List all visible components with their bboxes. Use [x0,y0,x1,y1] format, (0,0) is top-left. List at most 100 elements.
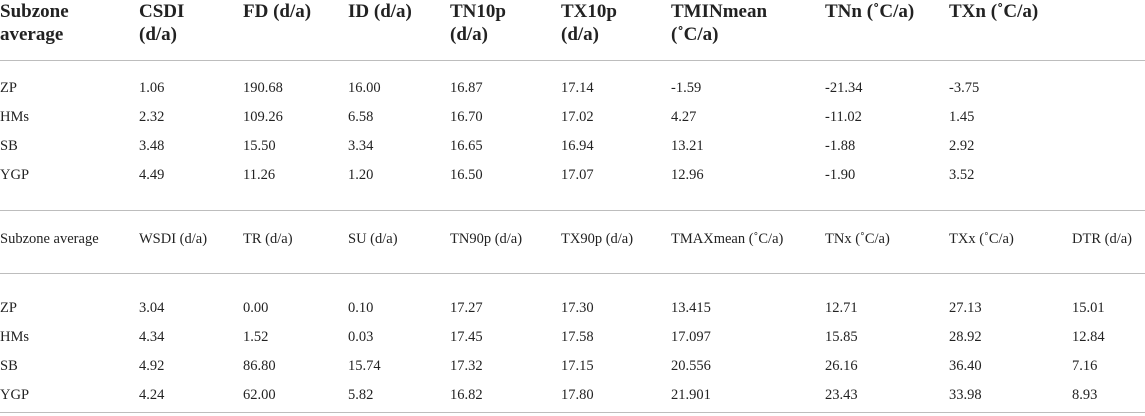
cell-txx: 27.13 [949,300,982,316]
cell-csdi: 3.48 [139,138,165,154]
header-line: average [0,24,64,45]
cell-subzone: HMs [0,329,30,345]
table2-header-rule [0,273,1145,274]
cell-csdi: 4.49 [139,167,165,183]
table-row: SB 4.92 86.80 15.74 17.32 17.15 20.556 2… [0,356,1145,376]
header-line: TXn (˚C/a) [949,1,1039,22]
cell-tn10p: 16.87 [450,80,483,96]
cell-fd: 15.50 [243,138,276,154]
cell-txx: 33.98 [949,387,982,403]
header-line: (d/a) [450,24,488,45]
cell-tn90p: 17.32 [450,358,483,374]
table1-header-txn: TXn (˚C/a) [949,0,1038,23]
cell-wsdi: 4.24 [139,387,165,403]
table2-header-subzone: Subzone average [0,231,99,247]
cell-txx: 28.92 [949,329,982,345]
cell-id: 6.58 [348,109,374,125]
cell-tminmean: 13.21 [671,138,704,154]
table-row: HMs 2.32 109.26 6.58 16.70 17.02 4.27 -1… [0,107,1145,127]
cell-dtr: 15.01 [1072,300,1105,316]
table-row: ZP 1.06 190.68 16.00 16.87 17.14 -1.59 -… [0,78,1145,98]
header-line: ID (d/a) [348,1,412,22]
cell-tr: 86.80 [243,358,276,374]
header-line: Subzone [0,1,69,22]
cell-tn10p: 16.70 [450,109,483,125]
cell-tminmean: 4.27 [671,109,697,125]
table-row: YGP 4.49 11.26 1.20 16.50 17.07 12.96 -1… [0,165,1145,185]
cell-dtr: 8.93 [1072,387,1098,403]
cell-txn: 3.52 [949,167,975,183]
cell-tmaxmean: 13.415 [671,300,711,316]
header-line: (d/a) [139,24,177,45]
header-line: TNn (˚C/a) [825,1,915,22]
cell-tminmean: -1.59 [671,80,702,96]
cell-wsdi: 4.34 [139,329,165,345]
table2-header-wsdi: WSDI (d/a) [139,231,208,247]
table1-header-fd: FD (d/a) [243,0,311,23]
cell-id: 3.34 [348,138,374,154]
table2-header-tnx: TNx (˚C/a) [825,231,890,247]
cell-wsdi: 4.92 [139,358,165,374]
cell-tr: 1.52 [243,329,269,345]
cell-subzone: HMs [0,109,30,125]
header-line: CSDI [139,1,185,22]
cell-tnx: 12.71 [825,300,858,316]
cell-tmaxmean: 21.901 [671,387,711,403]
cell-tnx: 15.85 [825,329,858,345]
table-row: SB 3.48 15.50 3.34 16.65 16.94 13.21 -1.… [0,136,1145,156]
cell-tx90p: 17.15 [561,358,594,374]
cell-subzone: YGP [0,167,30,183]
cell-tmaxmean: 17.097 [671,329,711,345]
cell-id: 16.00 [348,80,381,96]
cell-tx90p: 17.58 [561,329,594,345]
cell-fd: 109.26 [243,109,283,125]
cell-tx10p: 17.07 [561,167,594,183]
table2-header-dtr: DTR (d/a) [1072,231,1132,247]
cell-su: 15.74 [348,358,381,374]
cell-tnn: -21.34 [825,80,863,96]
table-bottom-rule [0,412,1145,413]
cell-su: 0.03 [348,329,374,345]
cell-tx10p: 17.14 [561,80,594,96]
cell-tn10p: 16.50 [450,167,483,183]
table-divider-rule [0,210,1145,211]
cell-csdi: 2.32 [139,109,165,125]
header-line: (d/a) [561,24,599,45]
cell-subzone: ZP [0,80,17,96]
cell-tx90p: 17.30 [561,300,594,316]
header-line: TX10p [561,1,617,22]
table1-header-tnn: TNn (˚C/a) [825,0,914,23]
table1-header-tx10p: TX10p (d/a) [561,0,617,46]
cell-tnn: -1.88 [825,138,856,154]
cell-subzone: YGP [0,387,30,403]
table-row: ZP 3.04 0.00 0.10 17.27 17.30 13.415 12.… [0,298,1145,318]
header-line: TMINmean [671,1,768,22]
cell-subzone: SB [0,358,18,374]
cell-fd: 190.68 [243,80,283,96]
cell-txn: 1.45 [949,109,975,125]
table2-header-tn90p: TN90p (d/a) [450,231,523,247]
table1-header-tn10p: TN10p (d/a) [450,0,506,46]
table-row: YGP 4.24 62.00 5.82 16.82 17.80 21.901 2… [0,385,1145,405]
cell-subzone: SB [0,138,18,154]
cell-tn90p: 17.27 [450,300,483,316]
header-line: TN10p [450,1,506,22]
cell-su: 0.10 [348,300,374,316]
cell-tr: 0.00 [243,300,269,316]
cell-dtr: 7.16 [1072,358,1098,374]
cell-txn: 2.92 [949,138,975,154]
cell-tn90p: 16.82 [450,387,483,403]
cell-tx10p: 16.94 [561,138,594,154]
table1-header-row: Subzone average CSDI (d/a) FD (d/a) ID (… [0,0,1145,48]
cell-fd: 11.26 [243,167,276,183]
cell-tmaxmean: 20.556 [671,358,711,374]
cell-su: 5.82 [348,387,374,403]
cell-tnx: 23.43 [825,387,858,403]
table2-header-tmaxmean: TMAXmean (˚C/a) [671,231,784,247]
cell-tnn: -11.02 [825,109,862,125]
cell-dtr: 12.84 [1072,329,1105,345]
cell-txn: -3.75 [949,80,980,96]
cell-tn10p: 16.65 [450,138,483,154]
cell-tr: 62.00 [243,387,276,403]
table1-header-rule [0,60,1145,61]
